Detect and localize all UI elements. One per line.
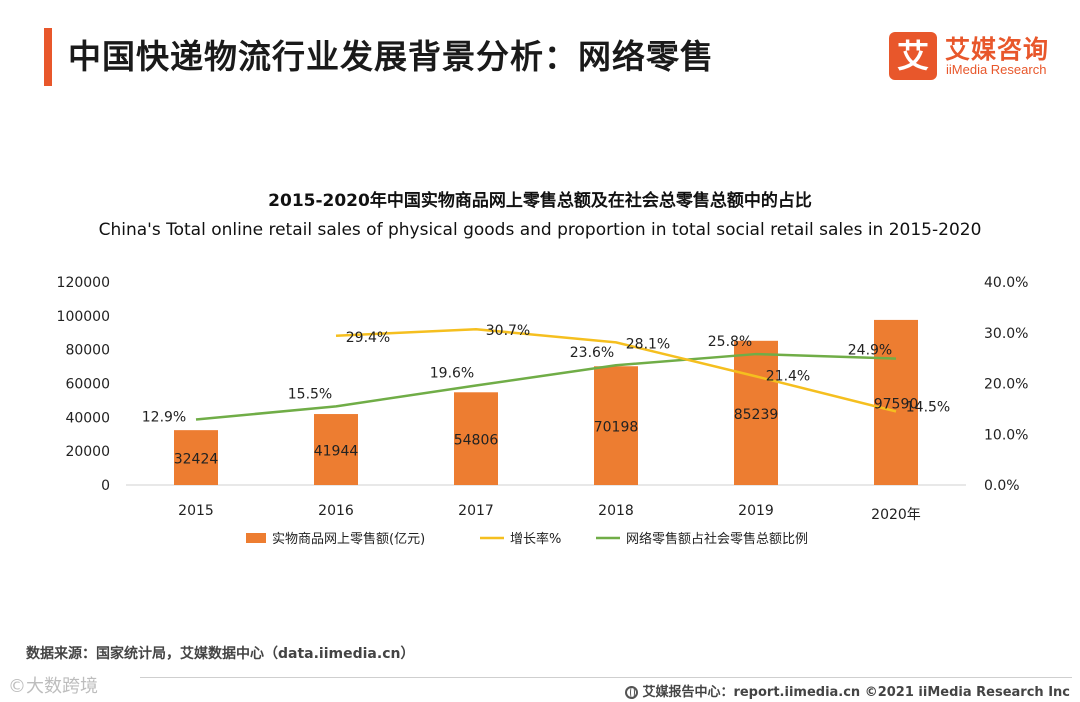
bar-value-label: 32424 [174, 452, 219, 468]
growth-value-label: 28.1% [626, 336, 670, 352]
y-right-tick-label: 40.0% [984, 275, 1028, 291]
bar [454, 392, 498, 485]
share-value-label: 25.8% [708, 334, 752, 350]
x-tick-label: 2015 [178, 503, 214, 519]
share-value-label: 24.9% [848, 343, 892, 359]
legend-label: 实物商品网上零售额(亿元) [272, 531, 425, 547]
share-line [195, 352, 897, 421]
y-right-tick-label: 10.0% [984, 427, 1028, 443]
growth-line [335, 327, 897, 413]
line-series [195, 327, 897, 421]
y-left-tick-label: 0 [101, 478, 110, 494]
y-left-tick-label: 60000 [65, 377, 110, 393]
footer-credit: 艾媒报告中心：report.iimedia.cn ©2021 iiMedia R… [625, 681, 1070, 700]
bar-value-label: 97590 [874, 396, 919, 412]
bar-value-label: 41944 [314, 444, 359, 460]
y-left-tick-label: 20000 [65, 444, 110, 460]
share-value-label: 12.9% [142, 410, 186, 426]
footer-credit-text: 艾媒报告中心：report.iimedia.cn ©2021 iiMedia R… [642, 685, 1070, 700]
x-tick-label: 2017 [458, 503, 494, 519]
bar [174, 430, 218, 485]
bar-series [174, 319, 918, 485]
bar [734, 340, 778, 485]
bar [594, 366, 638, 485]
y-left-tick-label: 120000 [57, 275, 110, 291]
legend-label: 网络零售额占社会零售总额比例 [626, 531, 808, 547]
logo-name-cn: 艾媒咨询 [945, 35, 1050, 64]
bar [314, 414, 358, 485]
legend: 实物商品网上零售额(亿元) 增长率% 网络零售额占社会零售总额比例 [246, 531, 808, 547]
chart-subtitle: China's Total online retail sales of phy… [98, 220, 982, 240]
axes: 0 20000 40000 60000 80000 100000 120000 0.0% 10.… [57, 275, 1029, 523]
x-tick-label: 2018 [598, 503, 634, 519]
growth-value-label: 14.5% [906, 399, 950, 415]
bar-value-label: 70198 [594, 420, 639, 436]
legend-bar-swatch [246, 533, 266, 543]
x-tick-label: 2016 [318, 503, 354, 519]
globe-icon [625, 686, 639, 699]
y-left-tick-label: 80000 [65, 343, 110, 359]
y-right-tick-label: 30.0% [984, 326, 1028, 342]
y-left-tick-label: 40000 [65, 410, 110, 426]
share-value-label: 23.6% [570, 345, 614, 361]
data-labels: 32424 41944 54806 70198 85239 97590 12.9% 15.5%… [142, 323, 950, 467]
chart-title: 2015-2020年中国实物商品网上零售总额及在社会总零售总额中的占比 [268, 191, 812, 211]
bar-value-label: 85239 [734, 407, 779, 423]
logo-mark-icon: 艾 [889, 32, 937, 80]
watermark: ©大数跨境 [8, 676, 98, 697]
y-right-tick-label: 0.0% [984, 478, 1020, 494]
bar [874, 319, 918, 485]
legend-label: 增长率% [510, 531, 561, 547]
bar-value-label: 54806 [454, 433, 499, 449]
share-value-label: 19.6% [430, 366, 474, 382]
growth-value-label: 30.7% [486, 323, 530, 339]
x-tick-label: 2019 [738, 503, 774, 519]
y-right-tick-label: 20.0% [984, 377, 1028, 393]
y-left-tick-label: 100000 [57, 309, 110, 325]
growth-value-label: 21.4% [766, 368, 810, 384]
title-accent-bar [44, 28, 52, 86]
growth-value-label: 29.4% [346, 330, 390, 346]
page-title: 中国快递物流行业发展背景分析：网络零售 [68, 37, 714, 76]
data-source-note: 数据来源：国家统计局，艾媒数据中心（data.iimedia.cn） [26, 646, 415, 662]
logo-name-en: iiMedia Research [946, 62, 1047, 77]
x-tick-label: 2020年 [871, 507, 921, 523]
share-value-label: 15.5% [288, 386, 332, 402]
iimedia-logo: 艾 艾媒咨询 iiMedia Research [889, 30, 1069, 82]
footer-divider [140, 677, 1072, 678]
